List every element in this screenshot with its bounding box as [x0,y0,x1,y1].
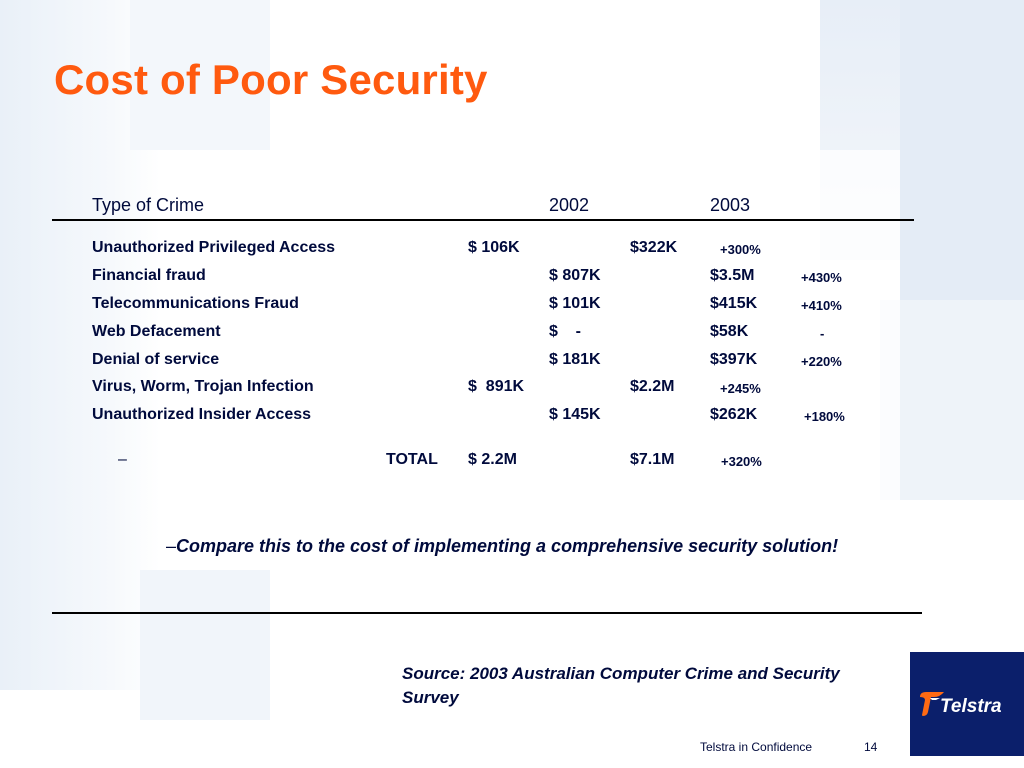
value-2003: $397K [710,351,758,368]
value-2003: $3.5M [710,267,755,284]
crime-label: Telecommunications Fraud [92,295,299,312]
compare-dash: – [166,536,177,556]
background-panel-top [130,0,270,150]
compare-note: –Compare this to the cost of implementin… [166,536,838,557]
value-2002: $ 145K [549,406,601,423]
background-panel-bottom-left [140,570,270,720]
value-2003: $262K [710,406,758,423]
crime-label: Unauthorized Insider Access [92,406,312,423]
value-2003: $415K [710,295,758,312]
bottom-rule [52,612,922,614]
total-dash: – [118,451,127,468]
table-row: Unauthorized Insider Access $ 145K $262K… [0,406,1024,428]
telstra-logo: Telstra [910,652,1024,756]
value-2003: $322K [630,239,678,256]
crime-label: Denial of service [92,351,220,368]
value-2002: $ 891K [468,378,525,395]
footer-confidential: Telstra in Confidence [700,740,813,754]
crime-label: Web Defacement [92,323,221,340]
crime-label: Virus, Worm, Trojan Infection [92,378,314,395]
value-2002: $ 807K [549,267,601,284]
slide-title: Cost of Poor Security [54,56,488,103]
logo-text: Telstra [940,696,1002,717]
header-type-of-crime: Type of Crime [92,195,205,215]
value-2003: $2.2M [630,378,675,395]
compare-text: Compare this to the cost of implementing… [176,536,839,556]
total-label: TOTAL [386,451,438,468]
value-2002: $ 106K [468,239,520,256]
percent-change: - [820,326,825,341]
table-row: Denial of service $ 181K $397K +220% [0,351,1024,373]
background-panel-mid-right [880,300,1024,500]
source-citation: Source: 2003 Australian Computer Crime a… [402,664,840,707]
table-row: Web Defacement $ - $58K - [0,323,1024,345]
header-2003: 2003 [710,195,751,215]
percent-change: +245% [720,381,761,396]
value-2002: $ 181K [549,351,601,368]
percent-change: +300% [720,242,761,257]
table-row: Unauthorized Privileged Access $ 106K $3… [0,239,1024,261]
crime-label: Financial fraud [92,267,206,284]
telstra-t-icon: Telstra [920,692,1002,717]
value-2003: $58K [710,323,749,340]
value-2002: $ - [549,323,582,340]
page-number: 14 [864,740,878,754]
header-rule [52,219,914,221]
table-row: Telecommunications Fraud $ 101K $415K +4… [0,295,1024,317]
table-row: Financial fraud $ 807K $3.5M +430% [0,267,1024,289]
header-2002: 2002 [549,195,590,215]
percent-change: +430% [801,270,842,285]
total-2003: $7.1M [630,451,675,468]
percent-change: +410% [801,298,842,313]
total-2002: $ 2.2M [468,451,517,468]
crime-label: Unauthorized Privileged Access [92,239,336,256]
value-2002: $ 101K [549,295,601,312]
total-percent-change: +320% [721,454,762,469]
percent-change: +220% [801,354,842,369]
table-row: Virus, Worm, Trojan Infection $ 891K $2.… [0,378,1024,400]
percent-change: +180% [804,409,845,424]
total-row: – TOTAL $ 2.2M $7.1M +320% [0,451,1024,473]
